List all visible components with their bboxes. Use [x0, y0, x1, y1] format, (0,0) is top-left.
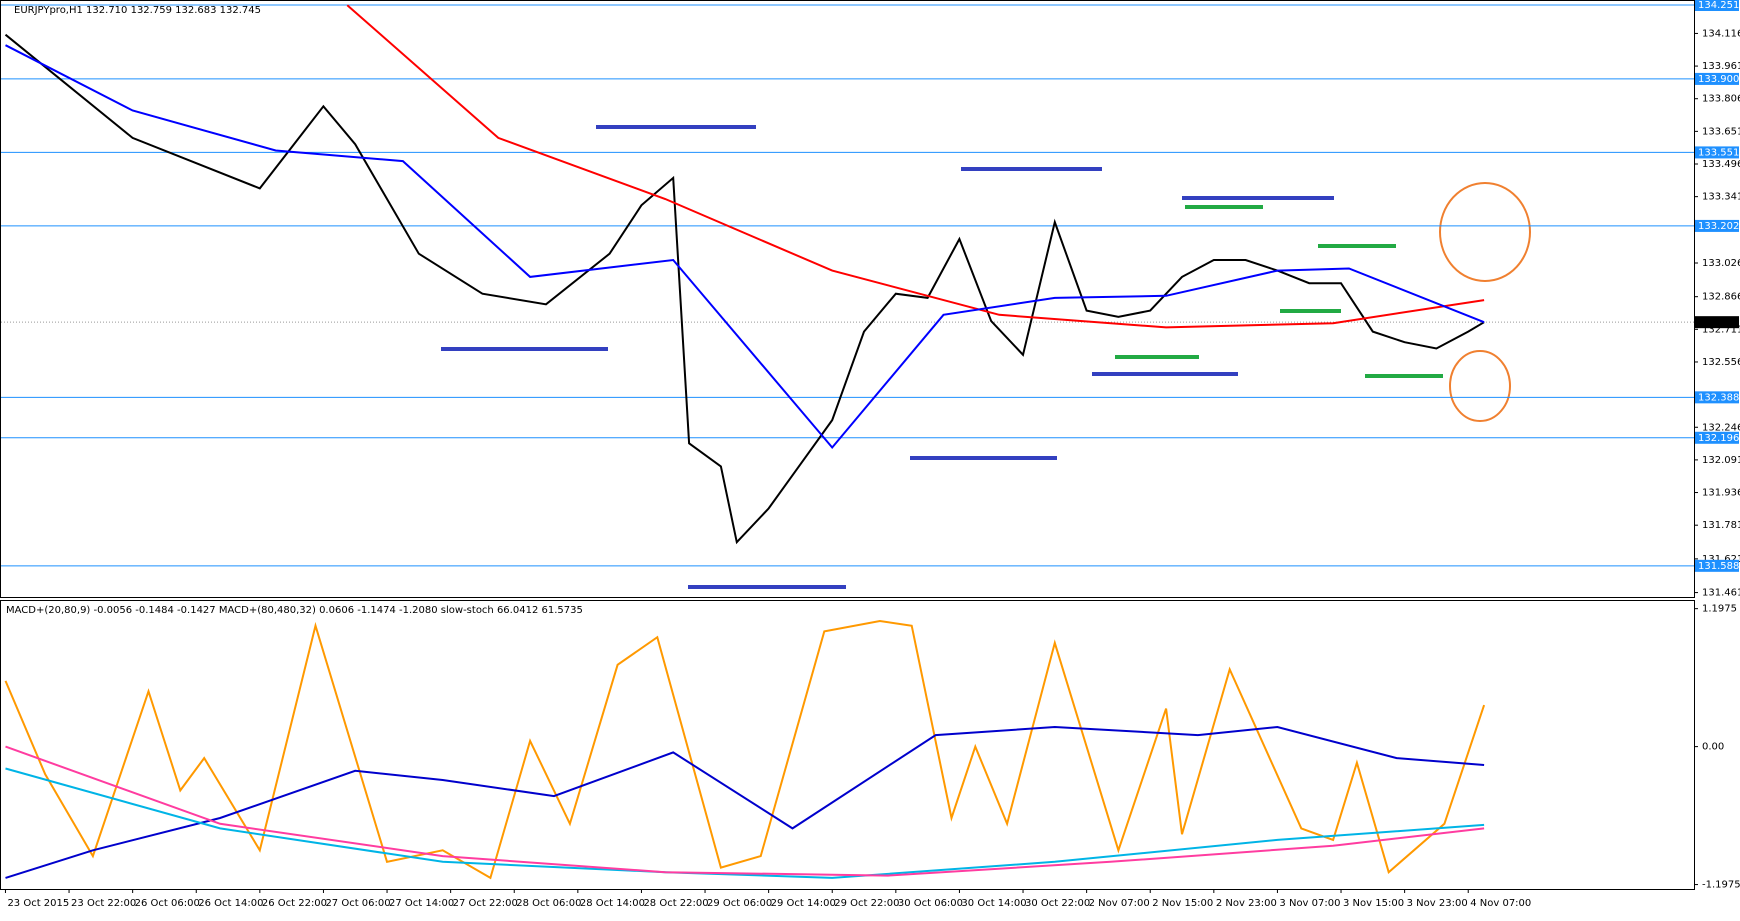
series-line	[5, 767, 1485, 879]
x-tick-label: 3 Nov 23:00	[1407, 898, 1468, 909]
x-tick-label: 26 Oct 22:00	[262, 898, 327, 909]
y-tick-label: 132.556	[1702, 357, 1740, 368]
x-tick-label: 23 Oct 2015	[7, 898, 69, 909]
level-label-box	[1695, 146, 1739, 159]
y-tick-label: 133.341	[1702, 192, 1740, 203]
x-tick-label: 29 Oct 22:00	[834, 898, 899, 909]
level-label: 133.900	[1695, 72, 1739, 85]
y-tick-label: 133.496	[1702, 159, 1740, 170]
y-tick-label: 133.026	[1702, 258, 1740, 269]
x-tick-label: 3 Nov 15:00	[1343, 898, 1404, 909]
x-tick-label: 30 Oct 14:00	[961, 898, 1026, 909]
y-tick-label: 134.116	[1702, 28, 1740, 39]
y-tick-label: 0.00	[1702, 742, 1724, 753]
y-tick-label: 131.781	[1702, 520, 1740, 531]
y-tick-label: 132.866	[1702, 292, 1740, 303]
x-tick-label: 27 Oct 22:00	[453, 898, 518, 909]
main-frame	[0, 0, 1695, 598]
x-tick-label: 28 Oct 06:00	[516, 898, 581, 909]
level-label-box	[1695, 431, 1739, 444]
x-tick-label: 26 Oct 06:00	[135, 898, 200, 909]
x-tick-label: 30 Oct 22:00	[1025, 898, 1090, 909]
y-tick-label: 132.091	[1702, 455, 1740, 466]
last-price-box	[1695, 316, 1739, 329]
level-label-text: 133.551	[1698, 147, 1739, 158]
level-label: 133.202	[1695, 219, 1739, 232]
level-label-text: 133.900	[1698, 74, 1739, 85]
series-line	[4, 619, 1486, 880]
y-tick-label: 133.651	[1702, 126, 1740, 137]
series-line	[5, 725, 1485, 879]
level-label-text: 132.196	[1698, 433, 1739, 444]
x-tick-label: 27 Oct 14:00	[389, 898, 454, 909]
y-tick-label: 132.246	[1702, 422, 1740, 433]
level-label-box	[1695, 0, 1739, 12]
series-line	[5, 44, 1485, 450]
level-label: 133.551	[1695, 146, 1739, 159]
drawn-levels	[441, 125, 1443, 589]
level-label: 132.388	[1695, 391, 1739, 404]
x-tick-label: 3 Nov 07:00	[1279, 898, 1340, 909]
level-label: 134.251	[1695, 0, 1739, 12]
level-label-text: 133.202	[1698, 221, 1739, 232]
x-tick-label: 28 Oct 22:00	[643, 898, 708, 909]
x-tick-label: 2 Nov 07:00	[1089, 898, 1150, 909]
series-line	[5, 745, 1485, 877]
highlight-circle	[1449, 350, 1511, 422]
x-tick-label: 4 Nov 07:00	[1470, 898, 1531, 909]
y-tick-label: 1.1975	[1702, 604, 1737, 615]
x-tick-label: 23 Oct 22:00	[71, 898, 136, 909]
highlight-circle	[1439, 182, 1531, 282]
x-tick-label: 29 Oct 14:00	[771, 898, 836, 909]
level-label-box	[1695, 219, 1739, 232]
level-label-text: 131.588	[1698, 561, 1739, 572]
last-price-label: 132.745	[1698, 317, 1739, 328]
level-label: 132.196	[1695, 431, 1739, 444]
level-label: 131.588	[1695, 559, 1739, 572]
y-tick-label: 131.621	[1702, 554, 1740, 565]
y-tick-label: -1.1975	[1702, 880, 1740, 891]
x-tick-label: 29 Oct 06:00	[707, 898, 772, 909]
level-label-text: 134.251	[1698, 0, 1739, 11]
y-tick-label: 132.711	[1702, 324, 1740, 335]
level-label-box	[1695, 559, 1739, 572]
series-line	[346, 4, 1485, 329]
x-tick-label: 2 Nov 15:00	[1152, 898, 1213, 909]
level-label-box	[1695, 72, 1739, 85]
y-tick-label: 133.806	[1702, 94, 1740, 105]
x-tick-label: 2 Nov 23:00	[1216, 898, 1277, 909]
x-tick-label: 28 Oct 14:00	[580, 898, 645, 909]
indicator-frame	[0, 600, 1695, 890]
y-tick-label: 131.461	[1702, 588, 1740, 599]
level-label-box	[1695, 391, 1739, 404]
indicator-header: MACD+(20,80,9) -0.0056 -0.1484 -0.1427 M…	[6, 605, 583, 616]
x-tick-label: 26 Oct 14:00	[198, 898, 263, 909]
x-tick-label: 27 Oct 06:00	[325, 898, 390, 909]
x-tick-label: 30 Oct 06:00	[898, 898, 963, 909]
y-tick-label: 131.936	[1702, 488, 1740, 499]
series-line	[4, 33, 1485, 545]
main-header: EURJPYpro,H1 132.710 132.759 132.683 132…	[14, 5, 261, 16]
y-tick-label: 133.961	[1702, 61, 1740, 72]
level-label-text: 132.388	[1698, 392, 1739, 403]
